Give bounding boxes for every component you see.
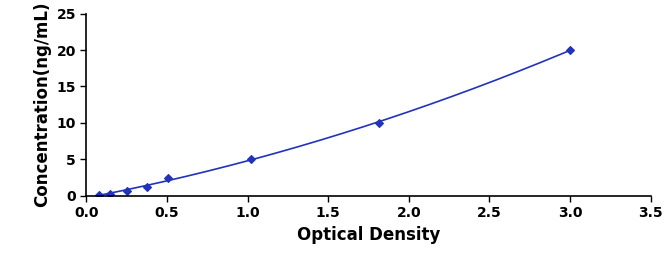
X-axis label: Optical Density: Optical Density [297,226,440,244]
Y-axis label: Concentration(ng/mL): Concentration(ng/mL) [33,2,51,208]
